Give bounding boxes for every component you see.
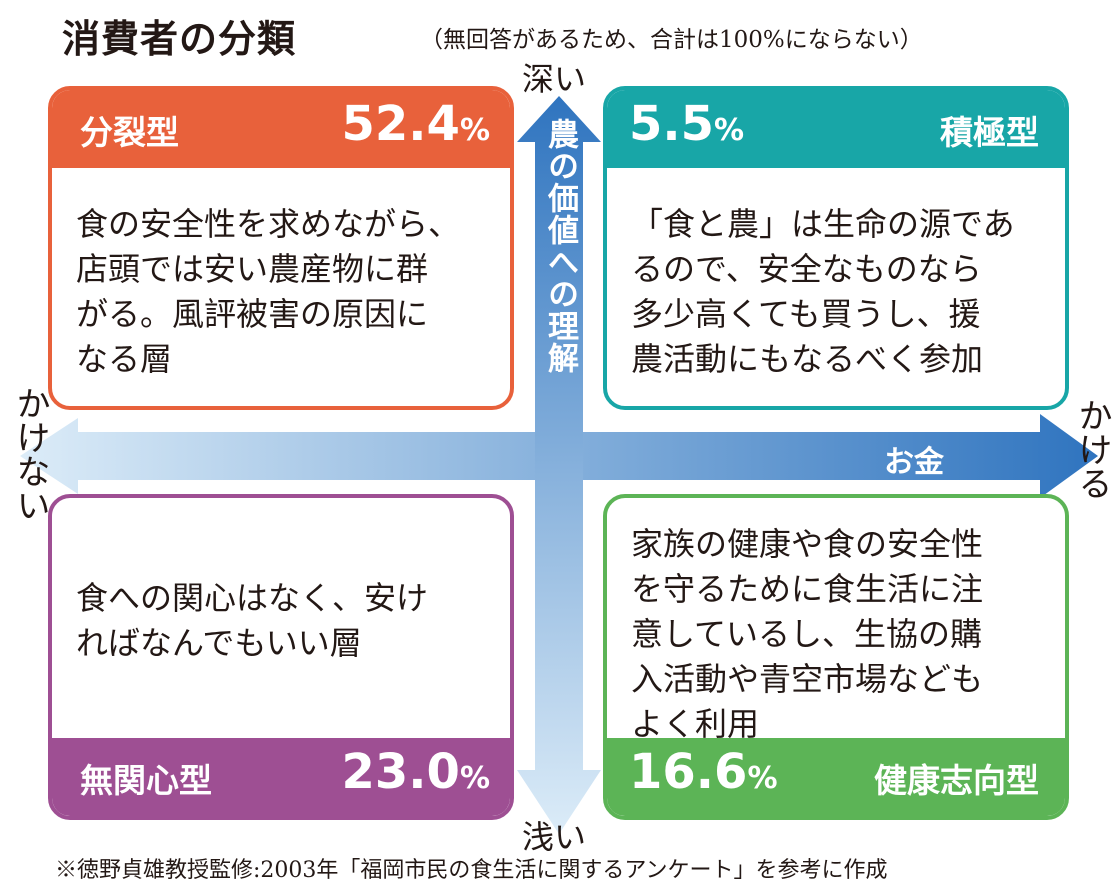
quadrant-description: 家族の健康や食の安全性 を守るために食生活に注 意しているし、生協の購 入活動や… <box>631 525 984 743</box>
vertical-axis-bottom-label: 浅い <box>522 818 587 856</box>
vertical-axis-arrow <box>517 96 601 834</box>
note: （無回答があるため、合計は100%にならない） <box>420 27 923 53</box>
quadrant-active-type: 5.5% 積極型 「食と農」は生命の源であ るので、安全なものなら 多少高くても… <box>603 86 1069 410</box>
quadrant-header: 無関心型 23.0% <box>52 738 510 816</box>
horizontal-axis-right-label: かける <box>1072 398 1112 500</box>
quadrant-percentage: 23.0% <box>341 744 491 800</box>
quadrant-header: 5.5% 積極型 <box>607 90 1065 168</box>
quadrant-header: 16.6% 健康志向型 <box>607 738 1065 816</box>
vertical-axis-label: 農の価値への理解 <box>542 118 578 374</box>
quadrant-name: 無関心型 <box>80 761 212 800</box>
quadrant-percentage: 52.4% <box>341 96 491 152</box>
page-title: 消費者の分類 <box>62 17 297 61</box>
horizontal-axis-label: お金 <box>884 445 944 480</box>
vertical-axis-top-label: 深い <box>522 60 587 98</box>
horizontal-axis-left-label: かけない <box>10 386 50 522</box>
quadrant-name: 分裂型 <box>80 113 179 152</box>
quadrant-percentage: 16.6% <box>629 744 778 800</box>
quadrant-indifferent-type: 食への関心はなく、安け ればなんでもいい層 無関心型 23.0% <box>48 494 514 820</box>
quadrant-percentage: 5.5% <box>629 96 745 152</box>
quadrant-split-type: 分裂型 52.4% 食の安全性を求めながら、 店頭では安い農産物に群 がる。風評… <box>48 86 514 410</box>
quadrant-header: 分裂型 52.4% <box>52 90 510 168</box>
quadrant-description: 食への関心はなく、安け ればなんでもいい層 <box>76 579 429 662</box>
quadrant-description: 食の安全性を求めながら、 店頭では安い農産物に群 がる。風評被害の原因に なる層 <box>76 205 461 378</box>
footnote: ※徳野貞雄教授監修:2003年「福岡市民の食生活に関するアンケート」を参考に作成 <box>55 858 888 883</box>
quadrant-name: 積極型 <box>940 113 1039 152</box>
quadrant-description: 「食と農」は生命の源であ るので、安全なものなら 多少高くても買うし、援 農活動… <box>631 205 1015 378</box>
quadrant-name: 健康志向型 <box>874 761 1039 800</box>
quadrant-health-type: 家族の健康や食の安全性 を守るために食生活に注 意しているし、生協の購 入活動や… <box>603 494 1069 820</box>
